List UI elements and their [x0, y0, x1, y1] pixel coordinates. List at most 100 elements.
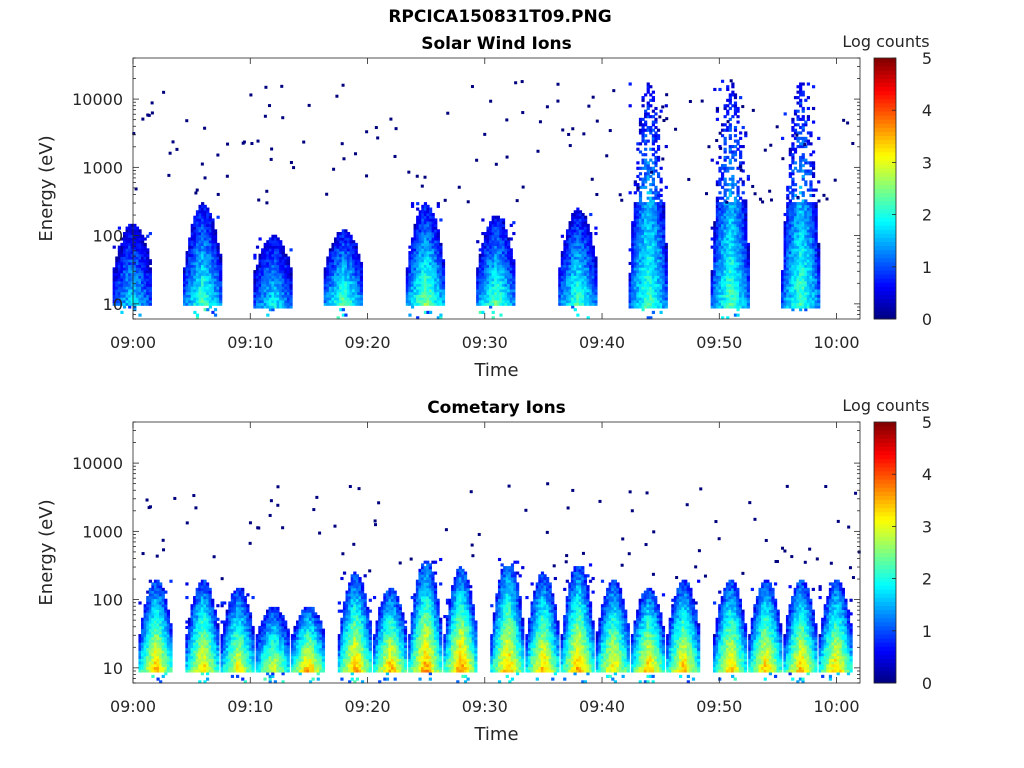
heatmap-cell — [654, 150, 658, 154]
heatmap-cell — [434, 267, 438, 271]
sparse-count — [605, 154, 609, 158]
heatmap-cell — [281, 245, 285, 249]
heatmap-cell — [811, 161, 816, 165]
heatmap-cell — [258, 294, 262, 298]
heatmap-cell — [413, 280, 417, 285]
heatmap-cell — [491, 261, 495, 266]
heatmap-cell — [501, 218, 506, 222]
heatmap-cell — [491, 242, 495, 246]
heatmap-cell — [255, 280, 260, 285]
heatmap-cell — [182, 270, 187, 274]
heatmap-cell — [193, 299, 197, 304]
heatmap-cell — [208, 218, 212, 222]
heatmap-cell — [206, 242, 210, 246]
heatmap-cell — [736, 142, 740, 146]
heatmap-cell — [211, 278, 215, 282]
heatmap-cell — [206, 261, 210, 266]
heatmap-cell — [512, 275, 516, 279]
heatmap-cell — [664, 305, 668, 309]
heatmap-cell — [494, 272, 498, 276]
heatmap-cell — [268, 283, 273, 287]
heatmap-cell — [489, 299, 493, 304]
heatmap-cell — [138, 270, 142, 274]
heatmap-cell — [509, 294, 513, 298]
heatmap-cell — [341, 297, 345, 301]
heatmap-cell — [441, 297, 446, 301]
heatmap-cell — [346, 237, 351, 241]
heatmap-cell — [339, 237, 343, 241]
heatmap-cell — [201, 223, 205, 227]
heatmap-cell — [117, 259, 121, 263]
heatmap-cell — [801, 109, 805, 113]
heatmap-cell — [733, 96, 738, 100]
heatmap-cell — [439, 256, 443, 260]
heatmap-cell — [201, 272, 205, 276]
heatmap-cell — [486, 259, 490, 263]
heatmap-cell — [512, 261, 516, 266]
heatmap-cell — [733, 128, 738, 132]
heatmap-cell — [496, 259, 500, 263]
heatmap-cell — [117, 289, 121, 293]
heatmap-cell — [504, 253, 508, 257]
heatmap-cell — [436, 240, 440, 244]
heatmap-cell — [206, 294, 210, 298]
heatmap-cell — [662, 221, 666, 225]
heatmap-cell — [814, 202, 818, 206]
heatmap-cell — [481, 256, 485, 260]
heatmap-cell — [143, 267, 147, 271]
heatmap-cell — [346, 261, 351, 266]
heatmap-cell — [423, 291, 428, 295]
heatmap-cell — [276, 275, 280, 279]
heatmap-cell — [571, 280, 575, 285]
heatmap-cell — [133, 297, 137, 301]
heatmap-cell — [198, 299, 202, 304]
heatmap-cell — [339, 240, 343, 244]
heatmap-cell — [649, 125, 653, 130]
heatmap-cell — [499, 229, 503, 233]
heatmap-cell — [201, 245, 205, 249]
heatmap-cell — [286, 256, 291, 260]
heatmap-cell — [349, 291, 353, 295]
heatmap-cell — [431, 278, 435, 282]
heatmap-cell — [568, 234, 572, 238]
heatmap-cell — [423, 229, 428, 233]
heatmap-cell — [208, 272, 212, 276]
heatmap-cell — [349, 289, 353, 293]
heatmap-cell — [213, 240, 218, 244]
heatmap-cell — [112, 267, 116, 271]
heatmap-cell — [273, 259, 278, 263]
heatmap-cell — [341, 283, 345, 287]
heatmap-cell — [723, 158, 727, 162]
heatmap-cell — [193, 289, 197, 293]
heatmap-cell — [334, 264, 338, 268]
sparse-count — [595, 119, 599, 123]
heatmap-cell — [431, 229, 435, 233]
heatmap-cell — [289, 305, 293, 309]
heatmap-cell — [334, 237, 338, 241]
heatmap-cell — [426, 259, 430, 263]
heatmap-cell — [418, 232, 422, 236]
heatmap-cell — [499, 245, 503, 249]
heatmap-cell — [206, 237, 210, 241]
heatmap-cell — [281, 259, 285, 263]
heatmap-cell — [339, 275, 343, 279]
heatmap-cell — [352, 297, 356, 301]
heatmap-cell — [201, 291, 205, 295]
heatmap-cell — [418, 256, 422, 260]
heatmap-cell — [568, 240, 572, 244]
heatmap-cell — [339, 234, 343, 238]
heatmap-cell — [130, 261, 134, 266]
heatmap-cell — [323, 302, 327, 306]
heatmap-cell — [203, 297, 207, 301]
heatmap-cell — [429, 207, 433, 211]
sparse-count — [365, 130, 369, 134]
figure-title: RPCICA150831T09.PNG — [388, 7, 612, 27]
heatmap-cell — [211, 232, 215, 236]
heatmap-cell — [211, 267, 215, 271]
heatmap-cell — [429, 259, 433, 263]
heatmap-cell — [499, 251, 503, 255]
heatmap-cell — [408, 278, 412, 282]
heatmap-cell — [206, 223, 210, 227]
heatmap-cell — [261, 280, 265, 285]
heatmap-cell — [507, 253, 511, 257]
